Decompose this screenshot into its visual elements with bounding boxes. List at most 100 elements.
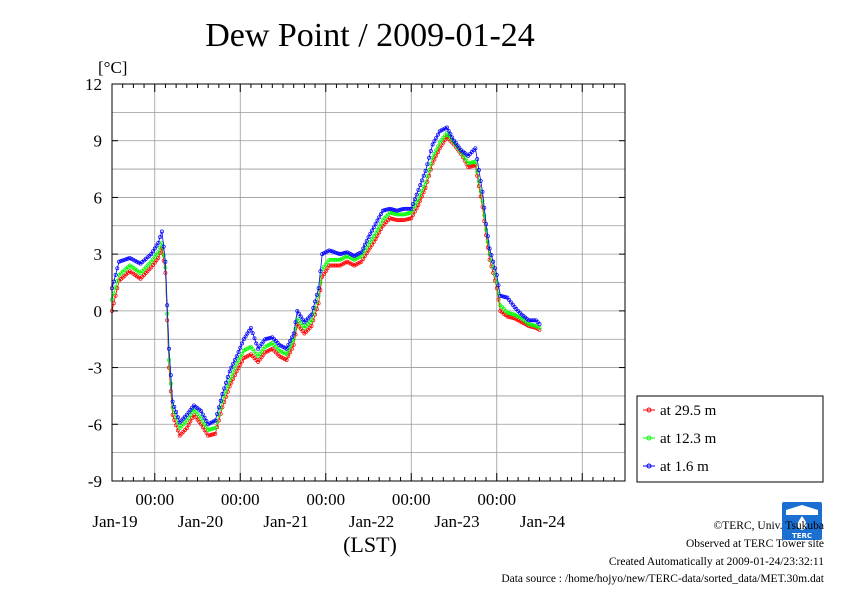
data-point xyxy=(507,315,512,319)
data-point xyxy=(377,215,382,220)
data-point xyxy=(225,375,230,379)
data-point xyxy=(505,314,510,319)
terc-logo: TERC xyxy=(782,502,822,540)
data-point xyxy=(151,263,155,267)
data-point xyxy=(211,432,216,437)
data-point xyxy=(168,381,173,386)
data-point xyxy=(245,331,250,336)
data-point xyxy=(184,426,189,431)
x-time-label: 00:00 xyxy=(221,490,260,509)
x-date-label: Jan-21 xyxy=(263,512,308,531)
data-point xyxy=(402,218,407,223)
data-point xyxy=(320,274,325,279)
data-point xyxy=(158,245,163,250)
data-point xyxy=(330,249,335,254)
data-point xyxy=(421,173,426,178)
data-point xyxy=(398,207,403,212)
data-point xyxy=(387,210,392,215)
x-time-label: 00:00 xyxy=(477,490,516,509)
data-point xyxy=(473,146,478,151)
data-point xyxy=(373,231,378,236)
data-point xyxy=(161,244,166,249)
data-point xyxy=(190,416,195,421)
data-point xyxy=(291,331,296,336)
data-point xyxy=(537,325,542,330)
data-point xyxy=(425,174,430,179)
data-point xyxy=(377,224,382,229)
data-point xyxy=(384,207,389,212)
data-point xyxy=(151,249,155,254)
data-point xyxy=(248,325,253,330)
data-point xyxy=(362,242,367,247)
data-point xyxy=(202,422,207,427)
y-tick-label: -9 xyxy=(88,472,102,491)
data-point xyxy=(419,188,424,193)
data-point xyxy=(200,412,205,417)
data-point xyxy=(371,225,376,230)
data-point xyxy=(393,217,398,222)
data-point xyxy=(215,411,220,416)
data-point xyxy=(375,233,380,238)
data-point xyxy=(236,358,241,363)
data-point xyxy=(240,351,244,356)
data-point xyxy=(263,337,268,342)
data-point xyxy=(197,419,202,424)
data-point xyxy=(334,263,339,268)
data-point xyxy=(341,251,346,256)
data-point xyxy=(395,218,399,223)
data-point xyxy=(298,321,303,326)
data-point xyxy=(298,326,303,331)
data-point xyxy=(494,272,499,277)
data-point xyxy=(405,211,410,216)
data-point xyxy=(297,311,301,316)
data-point xyxy=(468,160,472,165)
data-point xyxy=(334,257,339,262)
data-point xyxy=(238,362,243,367)
data-point xyxy=(257,344,262,349)
legend-label: at 1.6 m xyxy=(660,459,709,475)
data-point xyxy=(200,425,205,430)
data-point xyxy=(436,132,440,137)
data-point xyxy=(184,418,189,423)
data-point xyxy=(478,178,483,183)
data-point xyxy=(434,135,439,140)
data-point xyxy=(208,433,212,438)
data-point xyxy=(402,206,407,211)
chart-title: Dew Point / 2009-01-24 xyxy=(205,17,535,54)
data-point xyxy=(419,178,424,183)
data-point xyxy=(238,355,243,360)
data-point xyxy=(208,427,212,432)
data-point xyxy=(338,252,342,257)
x-time-label: 00:00 xyxy=(135,490,174,509)
data-point xyxy=(298,314,303,319)
data-point xyxy=(113,285,118,290)
data-point xyxy=(482,213,487,218)
series-line xyxy=(111,126,540,425)
x-time-label: 00:00 xyxy=(392,490,431,509)
data-point xyxy=(370,242,375,247)
data-point xyxy=(300,323,305,328)
data-point xyxy=(120,258,125,263)
data-point xyxy=(209,432,214,437)
data-point xyxy=(389,211,394,215)
data-point xyxy=(224,380,228,385)
data-point xyxy=(500,294,505,299)
data-point xyxy=(473,159,478,164)
data-point xyxy=(403,206,408,211)
legend-swatch-marker xyxy=(646,407,652,413)
data-point xyxy=(329,257,334,262)
legend-label: at 12.3 m xyxy=(660,431,717,447)
data-point xyxy=(261,352,266,357)
data-point xyxy=(407,206,412,211)
data-point xyxy=(232,366,237,370)
data-point xyxy=(526,318,531,323)
data-point xyxy=(494,286,499,291)
data-point xyxy=(507,311,512,316)
legend-label: at 29.5 m xyxy=(660,403,717,419)
data-point xyxy=(491,259,496,264)
data-point xyxy=(234,361,239,366)
data-point xyxy=(165,303,170,308)
data-point xyxy=(216,405,221,410)
data-point xyxy=(405,206,410,211)
